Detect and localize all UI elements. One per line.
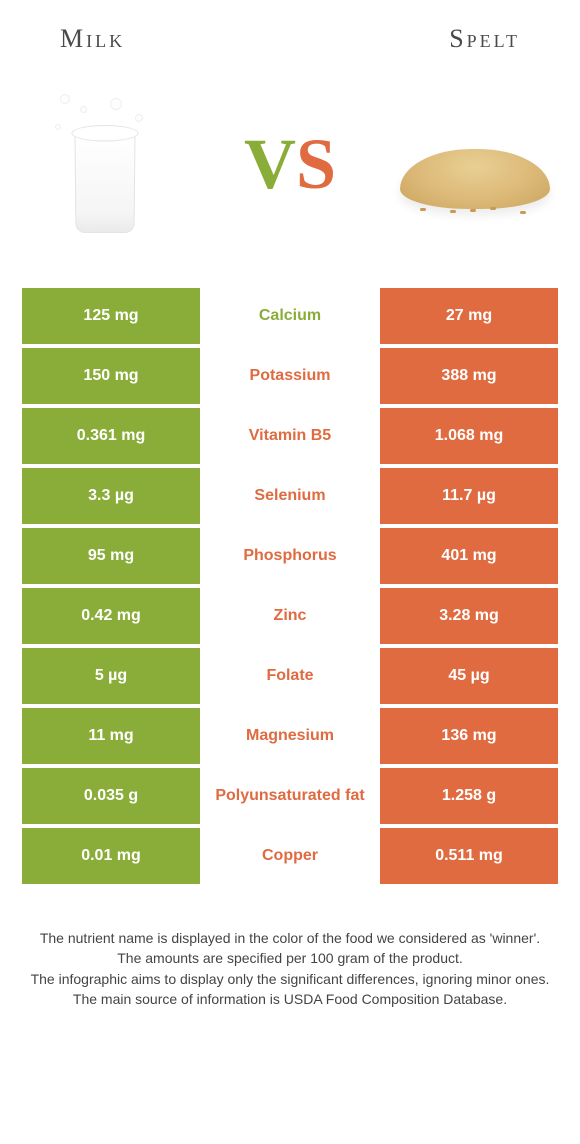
milk-illustration [50,84,160,244]
value-right: 45 µg [380,648,558,704]
value-right: 3.28 mg [380,588,558,644]
value-left: 0.361 mg [22,408,200,464]
food-title-right: Spelt [449,24,520,54]
nutrient-label: Polyunsaturated fat [200,768,380,824]
footnote-line: The main source of information is USDA F… [28,989,552,1009]
table-row: 0.035 gPolyunsaturated fat1.258 g [22,768,558,824]
nutrient-label: Calcium [200,288,380,344]
nutrient-label: Zinc [200,588,380,644]
value-left: 0.01 mg [22,828,200,884]
nutrient-table: 125 mgCalcium27 mg150 mgPotassium388 mg0… [22,284,558,888]
nutrient-label: Selenium [200,468,380,524]
nutrient-label: Copper [200,828,380,884]
nutrient-label: Potassium [200,348,380,404]
value-left: 0.035 g [22,768,200,824]
table-row: 5 µgFolate45 µg [22,648,558,704]
value-right: 401 mg [380,528,558,584]
table-row: 150 mgPotassium388 mg [22,348,558,404]
value-right: 0.511 mg [380,828,558,884]
value-left: 5 µg [22,648,200,704]
table-row: 0.01 mgCopper0.511 mg [22,828,558,884]
table-row: 125 mgCalcium27 mg [22,288,558,344]
value-right: 27 mg [380,288,558,344]
footnotes: The nutrient name is displayed in the co… [0,888,580,1009]
value-left: 0.42 mg [22,588,200,644]
vs-label: VS [244,128,336,200]
nutrient-label: Phosphorus [200,528,380,584]
food-image-left [20,74,190,254]
value-left: 150 mg [22,348,200,404]
table-row: 11 mgMagnesium136 mg [22,708,558,764]
footnote-line: The nutrient name is displayed in the co… [28,928,552,948]
table-row: 0.42 mgZinc3.28 mg [22,588,558,644]
nutrient-tbody: 125 mgCalcium27 mg150 mgPotassium388 mg0… [22,288,558,884]
footnote-line: The amounts are specified per 100 gram o… [28,948,552,968]
table-row: 0.361 mgVitamin B51.068 mg [22,408,558,464]
table-row: 3.3 µgSelenium11.7 µg [22,468,558,524]
infographic-root: Milk Spelt VS [0,0,580,1009]
value-left: 3.3 µg [22,468,200,524]
food-image-right [390,74,560,254]
value-right: 11.7 µg [380,468,558,524]
spelt-illustration [390,109,560,219]
nutrient-label: Vitamin B5 [200,408,380,464]
vs-row: VS [0,64,580,284]
value-right: 136 mg [380,708,558,764]
value-right: 1.258 g [380,768,558,824]
nutrient-label: Folate [200,648,380,704]
food-title-left: Milk [60,24,125,54]
value-right: 388 mg [380,348,558,404]
value-right: 1.068 mg [380,408,558,464]
vs-v: V [244,128,296,200]
vs-s: S [296,128,336,200]
value-left: 125 mg [22,288,200,344]
header: Milk Spelt [0,0,580,64]
table-row: 95 mgPhosphorus401 mg [22,528,558,584]
nutrient-label: Magnesium [200,708,380,764]
value-left: 11 mg [22,708,200,764]
value-left: 95 mg [22,528,200,584]
footnote-line: The infographic aims to display only the… [28,969,552,989]
